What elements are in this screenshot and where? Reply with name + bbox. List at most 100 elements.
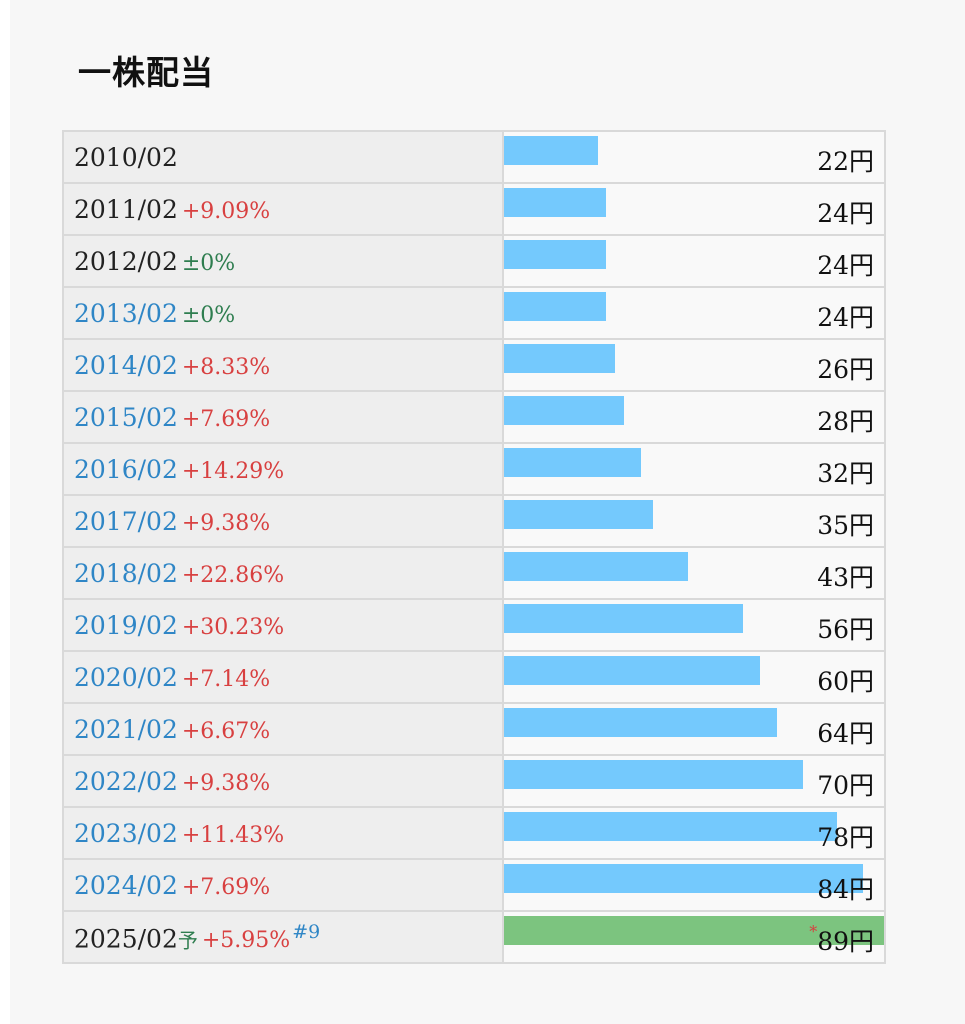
period-label[interactable]: 2017/02 [74,506,178,536]
value-text: 64円 [817,719,874,748]
bar-cell: 43円 [502,546,886,600]
change-rate: +11.43% [181,822,285,848]
value-label: 78円 [817,818,874,854]
period-cell: 2017/02 +9.38% [62,494,504,548]
period-cell: 2014/02 +8.33% [62,338,504,392]
change-rate: +9.38% [181,770,271,796]
change-rate: +30.23% [181,614,285,640]
change-rate: +9.38% [181,510,271,536]
dividend-bar [504,136,598,165]
bar-cell: 24円 [502,286,886,340]
page-title: 一株配当 [78,53,214,92]
change-rate: +14.29% [181,458,285,484]
dividend-table-body: 2010/02 22円 2011/02 +9.09% 24円 2012/02 ±0% 24円 2… [62,130,886,964]
value-text: 24円 [817,199,874,228]
dividend-bar [504,760,803,789]
change-rate: +8.33% [181,354,271,380]
period-label[interactable]: 2014/02 [74,350,178,380]
bar-cell: 24円 [502,182,886,236]
value-label: 64円 [817,714,874,750]
value-label: 24円 [817,194,874,230]
dividend-bar [504,708,777,737]
forecast-asterisk: * [809,922,818,941]
value-label: 26円 [817,350,874,386]
table-row: 2019/02 +30.23% 56円 [62,598,886,652]
value-text: 35円 [817,511,874,540]
forecast-bar [504,916,884,945]
period-label[interactable]: 2013/02 [74,298,178,328]
value-text: 28円 [817,407,874,436]
period-label[interactable]: 2021/02 [74,714,178,744]
value-label: 22円 [817,142,874,178]
bar-cell: 28円 [502,390,886,444]
dividend-bar [504,292,606,321]
period-label[interactable]: 2020/02 [74,662,178,692]
table-row: 2016/02 +14.29% 32円 [62,442,886,496]
period-label[interactable]: 2016/02 [74,454,178,484]
bar-cell: 56円 [502,598,886,652]
period-label: 2025/02 [74,924,178,954]
table-row: 2025/02予 +5.95% #9 *89円 [62,910,886,964]
period-cell: 2012/02 ±0% [62,234,504,288]
period-label[interactable]: 2019/02 [74,610,178,640]
period-label[interactable]: 2018/02 [74,558,178,588]
period-label: 2011/02 [74,194,178,224]
table-row: 2011/02 +9.09% 24円 [62,182,886,236]
dividend-table: 2010/02 22円 2011/02 +9.09% 24円 2012/02 ±0% 24円 2… [62,130,886,964]
value-text: 26円 [817,355,874,384]
change-rate: +7.69% [181,406,271,432]
period-label[interactable]: 2023/02 [74,818,178,848]
dividend-bar [504,604,743,633]
bar-cell: 24円 [502,234,886,288]
period-label[interactable]: 2015/02 [74,402,178,432]
note-link[interactable]: #9 [292,920,321,943]
value-label: 84円 [817,870,874,906]
value-label: 24円 [817,298,874,334]
table-row: 2013/02 ±0% 24円 [62,286,886,340]
bar-cell: 60円 [502,650,886,704]
bar-cell: 64円 [502,702,886,756]
bar-cell: *89円 [502,910,886,964]
period-cell: 2016/02 +14.29% [62,442,504,496]
change-rate: +7.14% [181,666,271,692]
change-rate: +22.86% [181,562,285,588]
period-cell: 2024/02 +7.69% [62,858,504,912]
value-label: *89円 [809,922,874,958]
bar-cell: 78円 [502,806,886,860]
value-text: 60円 [817,667,874,696]
period-cell: 2020/02 +7.14% [62,650,504,704]
period-label[interactable]: 2022/02 [74,766,178,796]
change-rate: ±0% [181,302,236,328]
bar-cell: 70円 [502,754,886,808]
dividend-bar [504,864,863,893]
period-label: 2010/02 [74,142,178,172]
bar-cell: 84円 [502,858,886,912]
period-cell: 2013/02 ±0% [62,286,504,340]
value-label: 32円 [817,454,874,490]
period-cell: 2018/02 +22.86% [62,546,504,600]
change-rate: ±0% [181,250,236,276]
table-row: 2010/02 22円 [62,130,886,184]
bar-cell: 32円 [502,442,886,496]
value-text: 78円 [817,823,874,852]
table-row: 2012/02 ±0% 24円 [62,234,886,288]
dividend-bar [504,812,837,841]
dividend-bar [504,552,688,581]
value-text: 84円 [817,875,874,904]
table-row: 2014/02 +8.33% 26円 [62,338,886,392]
dividend-bar [504,344,615,373]
bar-cell: 26円 [502,338,886,392]
forecast-mark: 予 [177,928,198,953]
period-cell: 2011/02 +9.09% [62,182,504,236]
bar-cell: 22円 [502,130,886,184]
value-text: 24円 [817,303,874,332]
period-label[interactable]: 2024/02 [74,870,178,900]
table-row: 2023/02 +11.43% 78円 [62,806,886,860]
value-text: 32円 [817,459,874,488]
change-rate: +7.69% [181,874,271,900]
value-text: 43円 [817,563,874,592]
bar-cell: 35円 [502,494,886,548]
period-label: 2012/02 [74,246,178,276]
value-label: 60円 [817,662,874,698]
value-label: 56円 [817,610,874,646]
